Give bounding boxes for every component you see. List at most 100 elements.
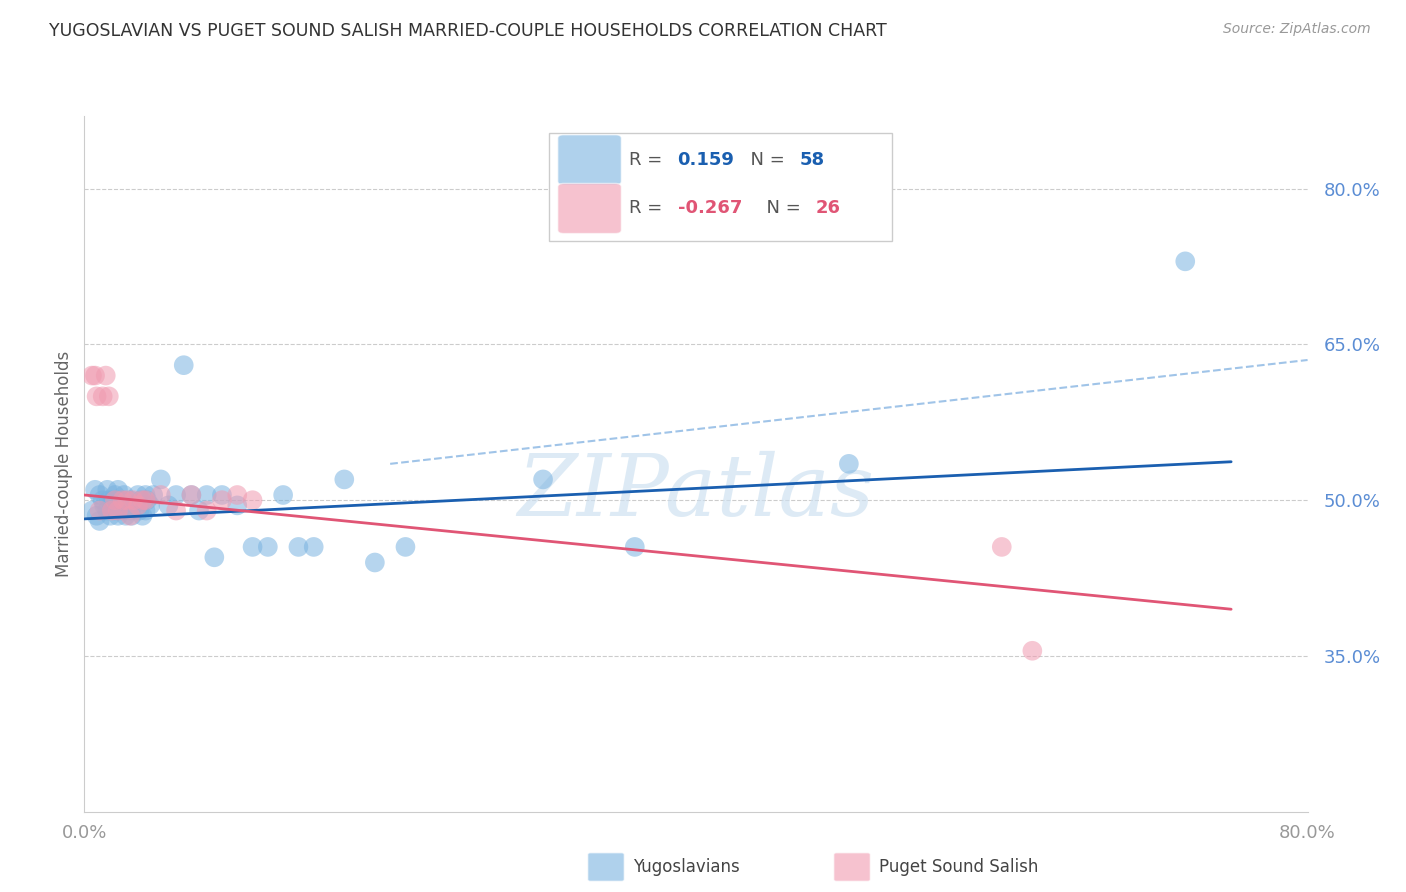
Point xyxy=(242,540,264,554)
Point xyxy=(122,493,145,508)
Point xyxy=(104,488,127,502)
Point xyxy=(107,483,129,497)
Point xyxy=(271,488,294,502)
Point xyxy=(107,508,129,523)
Text: Yugoslavians: Yugoslavians xyxy=(633,858,740,876)
Point xyxy=(226,499,249,513)
Point xyxy=(165,503,187,517)
Text: N =: N = xyxy=(738,151,790,169)
Point xyxy=(111,493,134,508)
Point xyxy=(89,514,111,528)
Point xyxy=(624,540,647,554)
FancyBboxPatch shape xyxy=(558,184,621,234)
Point xyxy=(211,493,233,508)
Point xyxy=(135,488,157,502)
Text: YUGOSLAVIAN VS PUGET SOUND SALISH MARRIED-COUPLE HOUSEHOLDS CORRELATION CHART: YUGOSLAVIAN VS PUGET SOUND SALISH MARRIE… xyxy=(49,22,887,40)
Point xyxy=(139,499,162,513)
Point xyxy=(108,499,131,513)
Point xyxy=(105,493,128,508)
Point xyxy=(111,493,134,508)
Point xyxy=(157,499,180,513)
Point xyxy=(364,556,387,570)
Point xyxy=(302,540,325,554)
Point xyxy=(180,488,202,502)
Point xyxy=(93,499,115,513)
Point xyxy=(86,389,108,403)
Text: Source: ZipAtlas.com: Source: ZipAtlas.com xyxy=(1223,22,1371,37)
Point xyxy=(111,503,134,517)
Point xyxy=(135,493,157,508)
Point xyxy=(94,368,117,383)
Point xyxy=(202,550,225,565)
Point xyxy=(128,503,150,517)
Text: Puget Sound Salish: Puget Sound Salish xyxy=(879,858,1038,876)
Point xyxy=(195,503,218,517)
Point xyxy=(91,493,114,508)
Point xyxy=(149,488,172,502)
Point xyxy=(86,508,108,523)
Text: R =: R = xyxy=(628,200,668,218)
Point xyxy=(97,493,120,508)
Point xyxy=(104,493,127,508)
Point xyxy=(394,540,416,554)
Text: 26: 26 xyxy=(815,200,841,218)
Point xyxy=(96,483,118,497)
Point xyxy=(149,472,172,486)
Point xyxy=(97,389,120,403)
Point xyxy=(287,540,309,554)
Text: 0.159: 0.159 xyxy=(678,151,734,169)
Point xyxy=(129,493,152,508)
Point xyxy=(122,499,145,513)
Point xyxy=(142,488,165,502)
Point xyxy=(1021,644,1043,658)
Point xyxy=(80,503,103,517)
Point xyxy=(89,503,111,517)
Text: N =: N = xyxy=(755,200,806,218)
Point xyxy=(226,488,249,502)
Point xyxy=(115,493,138,508)
Point xyxy=(107,503,129,517)
Text: 58: 58 xyxy=(800,151,825,169)
Text: -0.267: -0.267 xyxy=(678,200,742,218)
Point xyxy=(127,499,149,513)
Point xyxy=(101,503,124,517)
Point xyxy=(98,508,121,523)
Point xyxy=(120,508,142,523)
Point xyxy=(101,499,124,513)
Point xyxy=(84,483,107,497)
Point xyxy=(80,368,103,383)
Point xyxy=(211,488,233,502)
Point xyxy=(104,503,127,517)
Point xyxy=(89,488,111,502)
Point xyxy=(120,503,142,517)
Point xyxy=(131,508,153,523)
Point xyxy=(1174,254,1197,268)
Point xyxy=(103,493,125,508)
Point xyxy=(333,472,356,486)
Point xyxy=(112,488,135,502)
FancyBboxPatch shape xyxy=(550,134,891,241)
Point xyxy=(96,503,118,517)
Point xyxy=(531,472,554,486)
Point xyxy=(991,540,1014,554)
Point xyxy=(242,493,264,508)
FancyBboxPatch shape xyxy=(558,135,621,185)
Point xyxy=(136,493,159,508)
Point xyxy=(135,503,157,517)
Point xyxy=(121,508,143,523)
Point xyxy=(188,503,211,517)
Text: ZIPatlas: ZIPatlas xyxy=(517,450,875,533)
Point xyxy=(84,368,107,383)
Point xyxy=(195,488,218,502)
Point xyxy=(173,358,195,372)
Point xyxy=(114,508,136,523)
Point xyxy=(120,493,142,508)
Point xyxy=(838,457,860,471)
Point xyxy=(127,488,149,502)
Point xyxy=(180,488,202,502)
Point xyxy=(131,493,153,508)
Point xyxy=(165,488,187,502)
Point xyxy=(91,389,114,403)
Point xyxy=(257,540,280,554)
Y-axis label: Married-couple Households: Married-couple Households xyxy=(55,351,73,577)
